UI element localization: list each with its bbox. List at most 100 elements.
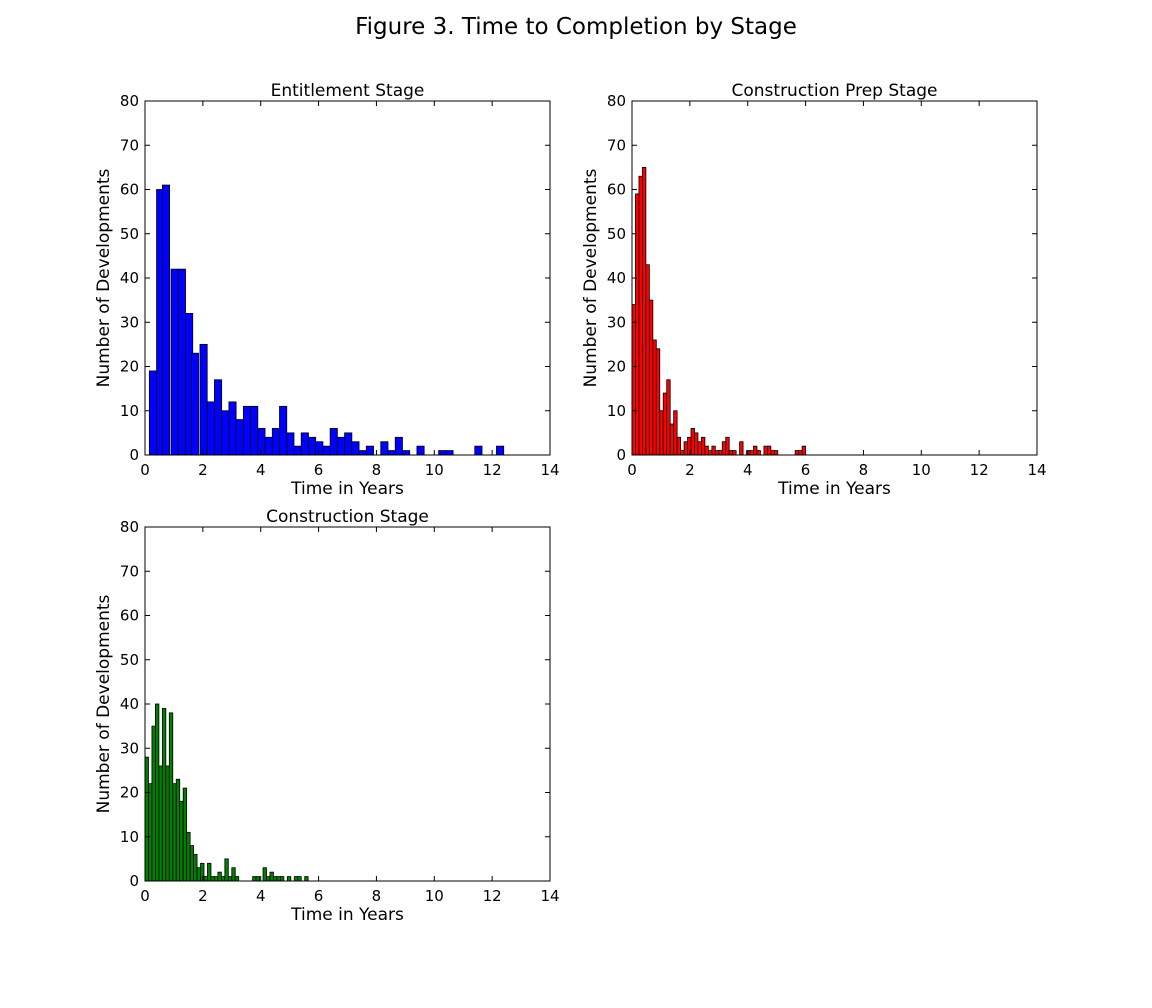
entitlement-ytick-label: 80 bbox=[120, 92, 139, 110]
construction-bar bbox=[262, 867, 267, 882]
construction-prep-bar bbox=[739, 441, 744, 456]
entitlement-bar bbox=[279, 405, 288, 456]
construction-ytick-label: 60 bbox=[120, 607, 139, 625]
entitlement-bar bbox=[336, 436, 346, 456]
construction-bar bbox=[186, 831, 191, 882]
construction-prep-bar bbox=[753, 445, 758, 456]
construction-bar bbox=[196, 867, 201, 882]
construction-prep-bar bbox=[725, 436, 730, 456]
construction-prep-bar bbox=[794, 450, 800, 456]
construction-ytick-label: 0 bbox=[129, 872, 139, 890]
construction-xtick-label: 6 bbox=[314, 887, 324, 905]
construction-bar bbox=[175, 778, 181, 882]
construction-prep-bar bbox=[714, 450, 720, 456]
construction-xlabel: Time in Years bbox=[290, 905, 404, 925]
figure-title: Figure 3. Time to Completion by Stage bbox=[355, 14, 797, 40]
construction-ytick-label: 20 bbox=[120, 784, 139, 802]
construction-bar bbox=[224, 858, 229, 882]
entitlement-bar bbox=[308, 436, 317, 456]
entitlement-xtick-label: 14 bbox=[540, 461, 559, 479]
construction-bar bbox=[207, 862, 212, 882]
construction-prep-ytick-label: 10 bbox=[607, 402, 626, 420]
construction-prep-bar bbox=[648, 299, 654, 456]
construction-prep-bar bbox=[676, 436, 682, 456]
construction-prep-bar bbox=[662, 392, 668, 456]
entitlement-bar bbox=[445, 450, 454, 456]
construction-bar bbox=[151, 725, 156, 882]
construction-bar bbox=[252, 876, 257, 882]
construction-bar bbox=[203, 876, 208, 882]
construction-bar bbox=[172, 783, 177, 882]
construction-chart: 0 2 4 6 8 10 12 14 0 10 20 30 40 50 60 70 80 Construction… bbox=[94, 507, 560, 925]
entitlement-xtick-label: 8 bbox=[372, 461, 382, 479]
construction-ytick-label: 40 bbox=[120, 695, 139, 713]
construction-ytick-label: 80 bbox=[120, 518, 139, 536]
construction-prep-bar bbox=[680, 450, 685, 456]
construction-ytick-label: 30 bbox=[120, 739, 139, 757]
entitlement-bar bbox=[329, 428, 338, 456]
entitlement-bar bbox=[380, 441, 389, 456]
construction-prep-xtick-label: 6 bbox=[801, 461, 811, 479]
construction-bar bbox=[200, 862, 205, 882]
construction-bar bbox=[279, 876, 285, 882]
entitlement-xlabel: Time in Years bbox=[290, 479, 404, 499]
entitlement-bar bbox=[235, 419, 244, 456]
construction-bar bbox=[266, 876, 271, 882]
construction-prep-bar bbox=[697, 441, 702, 456]
construction-prep-bar bbox=[763, 445, 768, 456]
entitlement-bar bbox=[286, 432, 295, 456]
construction-prep-ytick-label: 80 bbox=[607, 92, 626, 110]
construction-xtick-label: 14 bbox=[540, 887, 559, 905]
construction-bar bbox=[214, 876, 219, 882]
entitlement-ytick-label: 60 bbox=[120, 181, 139, 199]
construction-prep-bar bbox=[728, 450, 734, 456]
construction-prep-xtick-label: 4 bbox=[743, 461, 753, 479]
construction-prep-bar bbox=[687, 436, 692, 456]
construction-prep-ylabel: Number of Developments bbox=[581, 168, 601, 387]
construction-bar bbox=[231, 867, 236, 882]
construction-prep-xtick-label: 14 bbox=[1027, 461, 1046, 479]
construction-ytick-label: 50 bbox=[120, 651, 139, 669]
construction-chart-title: Construction Stage bbox=[266, 507, 429, 527]
entitlement-ytick-label: 30 bbox=[120, 313, 139, 331]
construction-prep-bar bbox=[635, 193, 640, 456]
construction-prep-bar bbox=[683, 441, 688, 456]
construction-bar bbox=[286, 876, 292, 882]
entitlement-bar bbox=[402, 450, 411, 456]
construction-prep-bar bbox=[655, 348, 661, 456]
construction-xtick-label: 8 bbox=[372, 887, 382, 905]
entitlement-bar bbox=[161, 184, 170, 456]
entitlement-xtick-label: 6 bbox=[314, 461, 324, 479]
construction-ytick-label: 10 bbox=[120, 828, 139, 846]
construction-prep-bar bbox=[642, 166, 647, 456]
construction-bar bbox=[276, 876, 281, 882]
entitlement-ytick-label: 20 bbox=[120, 358, 139, 376]
construction-prep-chart: 0 2 4 6 8 10 12 14 0 10 20 30 40 50 60 70 80 Construction… bbox=[581, 81, 1047, 499]
construction-prep-bar bbox=[732, 450, 737, 456]
entitlement-ytick-label: 40 bbox=[120, 269, 139, 287]
construction-ylabel: Number of Developments bbox=[94, 594, 114, 813]
construction-xtick-label: 0 bbox=[140, 887, 150, 905]
entitlement-bar bbox=[438, 450, 447, 456]
entitlement-bar bbox=[257, 428, 266, 456]
entitlement-bar bbox=[315, 441, 324, 456]
entitlement-bar bbox=[322, 445, 331, 456]
construction-prep-bar bbox=[721, 441, 727, 456]
construction-prep-ytick-label: 30 bbox=[607, 313, 626, 331]
construction-prep-bar bbox=[666, 379, 671, 456]
entitlement-bar bbox=[387, 450, 396, 456]
construction-prep-xlabel: Time in Years bbox=[777, 479, 891, 499]
construction-bar bbox=[193, 854, 198, 882]
construction-bar bbox=[155, 703, 160, 882]
construction-prep-bar bbox=[704, 445, 709, 456]
entitlement-bar bbox=[206, 401, 215, 456]
construction-bar bbox=[161, 708, 167, 882]
entitlement-bar bbox=[264, 436, 273, 456]
construction-prep-bar bbox=[798, 450, 803, 456]
entitlement-bar bbox=[358, 450, 367, 456]
construction-prep-xtick-label: 0 bbox=[627, 461, 637, 479]
construction-bar bbox=[179, 800, 184, 882]
construction-prep-bar bbox=[631, 304, 636, 456]
construction-bar bbox=[165, 765, 170, 882]
